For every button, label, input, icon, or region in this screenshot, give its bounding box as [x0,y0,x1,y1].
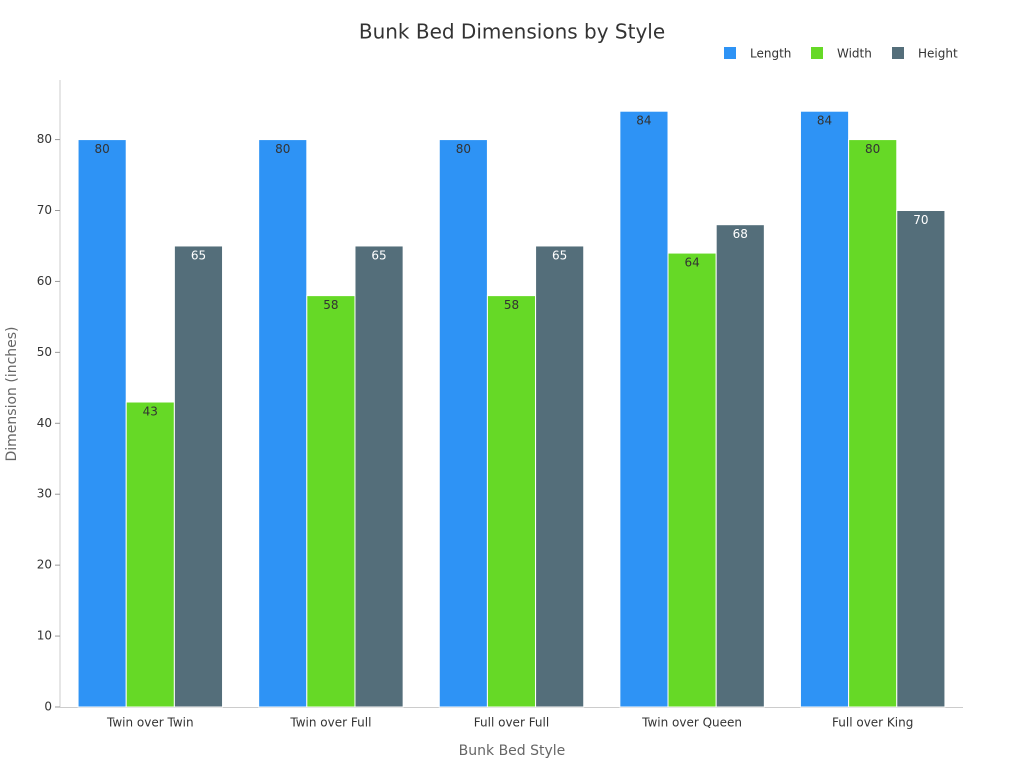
data-label: 70 [913,213,928,227]
x-tick-label: Full over King [832,716,913,730]
bar [535,245,585,708]
data-label: 68 [733,227,748,241]
bar [125,401,175,708]
data-label: 43 [143,405,158,419]
y-tick-label: 10 [37,629,52,643]
x-tick-label: Twin over Full [289,716,371,730]
y-tick-label: 0 [44,700,52,714]
data-label: 84 [817,114,832,128]
bar [354,245,404,708]
y-tick-label: 50 [37,345,52,359]
y-tick-label: 30 [37,487,52,501]
bar [896,210,946,708]
data-label: 80 [94,142,109,156]
y-tick-label: 70 [37,203,52,217]
data-label: 80 [456,142,471,156]
bar [486,295,537,708]
data-label: 80 [865,142,880,156]
data-label: 65 [371,248,386,262]
data-label: 84 [636,114,651,128]
data-label: 80 [275,142,290,156]
legend-marker [892,47,904,59]
y-tick-label: 20 [37,558,52,572]
y-tick-label: 60 [37,274,52,288]
bar [619,110,669,708]
legend-marker [724,47,736,59]
data-label: 58 [323,298,338,312]
bar [799,110,850,708]
x-tick-label: Twin over Twin [106,716,194,730]
data-label: 64 [684,256,699,270]
legend-label: Length [750,47,791,61]
x-axis-label: Bunk Bed Style [459,743,566,759]
bar [306,295,356,708]
data-label: 65 [552,248,567,262]
y-tick-label: 40 [37,416,52,430]
bar [715,224,765,708]
data-label: 65 [191,248,206,262]
legend-marker [811,47,823,59]
legend-label: Height [918,47,958,61]
legend-label: Width [837,47,872,61]
chart-title: Bunk Bed Dimensions by Style [359,20,665,44]
bar [848,139,898,708]
x-tick-label: Twin over Queen [641,716,742,730]
bar [77,139,127,708]
x-tick-label: Full over Full [474,716,549,730]
bar [667,252,717,708]
bar [258,139,308,708]
bar [438,139,488,708]
y-axis-label: Dimension (inches) [4,326,20,461]
y-tick-label: 80 [37,132,52,146]
bar [173,245,224,708]
data-label: 58 [504,298,519,312]
